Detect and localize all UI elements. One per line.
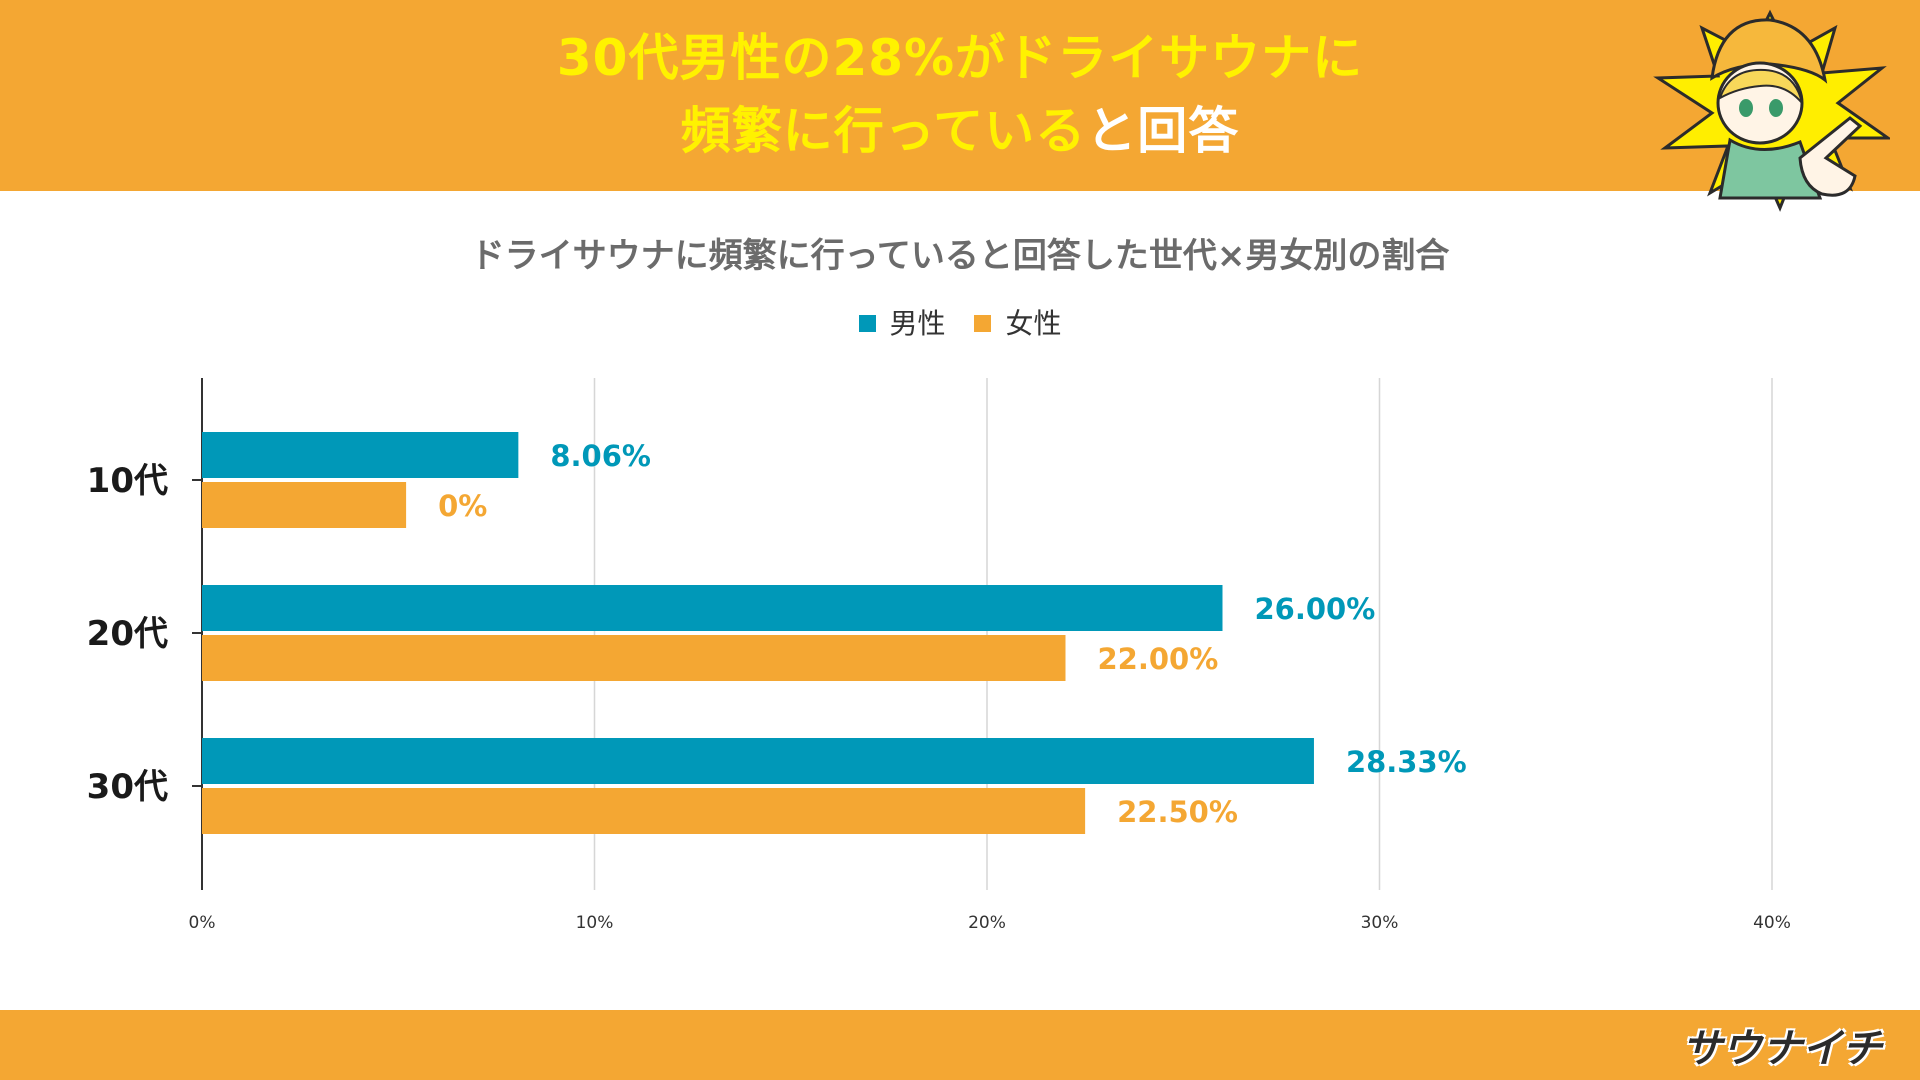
headline-line-2: 頻繁に行っていると回答: [0, 95, 1920, 168]
headline-highlight: 頻繁に行っている: [680, 102, 1087, 160]
legend-item-male: 男性: [858, 302, 946, 342]
legend: 男性 女性: [0, 302, 1920, 342]
chart-title: ドライサウナに頻繁に行っていると回答した世代×男女別の割合: [470, 236, 1450, 276]
mascot-eye-right: [1769, 99, 1783, 117]
bar-female: [202, 635, 1066, 681]
headline-rest: と回答: [1086, 102, 1240, 160]
data-label: 22.00%: [1098, 642, 1219, 676]
legend-swatch-female: [974, 315, 992, 332]
legend-item-female: 女性: [974, 302, 1061, 342]
data-label: 22.50%: [1117, 795, 1238, 829]
bar-male: [202, 738, 1314, 784]
brand-logo: サウナイチ: [1682, 1026, 1882, 1072]
legend-label-female: 女性: [1005, 307, 1062, 340]
legend-label-male: 男性: [889, 307, 946, 340]
bar-male: [202, 432, 519, 478]
mascot-eye-left: [1739, 99, 1753, 117]
footer-band: [0, 1010, 1920, 1080]
x-tick-label: 30%: [1361, 913, 1399, 933]
data-label: 8.06%: [550, 439, 651, 473]
x-tick-label: 10%: [576, 913, 614, 933]
bar-female: [202, 482, 407, 528]
mascot-hair: [1718, 68, 1803, 104]
x-tick-label: 20%: [968, 913, 1006, 933]
bar-male: [202, 585, 1223, 631]
mascot-pointing-illustration: [1653, 9, 1890, 212]
bar-chart: 0% 10% 20% 30% 40% 10代 8.06% 0% 20代 26.00% 22.00% 3…: [87, 378, 1791, 933]
headline-line-1: 30代男性の28%がドライサウナに: [556, 29, 1364, 87]
data-label: 0%: [438, 489, 487, 523]
headline: 30代男性の28%がドライサウナに 頻繁に行っていると回答: [0, 22, 1920, 168]
data-label: 28.33%: [1346, 745, 1467, 779]
category-label: 20代: [87, 614, 168, 654]
category-label: 10代: [87, 461, 168, 501]
header-band: [0, 0, 1920, 191]
mascot-pointing-hand: [1798, 116, 1863, 197]
legend-swatch-male: [858, 315, 876, 332]
x-tick-label: 0%: [189, 913, 216, 933]
bar-female: [202, 788, 1086, 834]
x-tick-label: 40%: [1753, 913, 1791, 933]
category-label: 30代: [87, 767, 168, 807]
data-label: 26.00%: [1255, 592, 1376, 626]
